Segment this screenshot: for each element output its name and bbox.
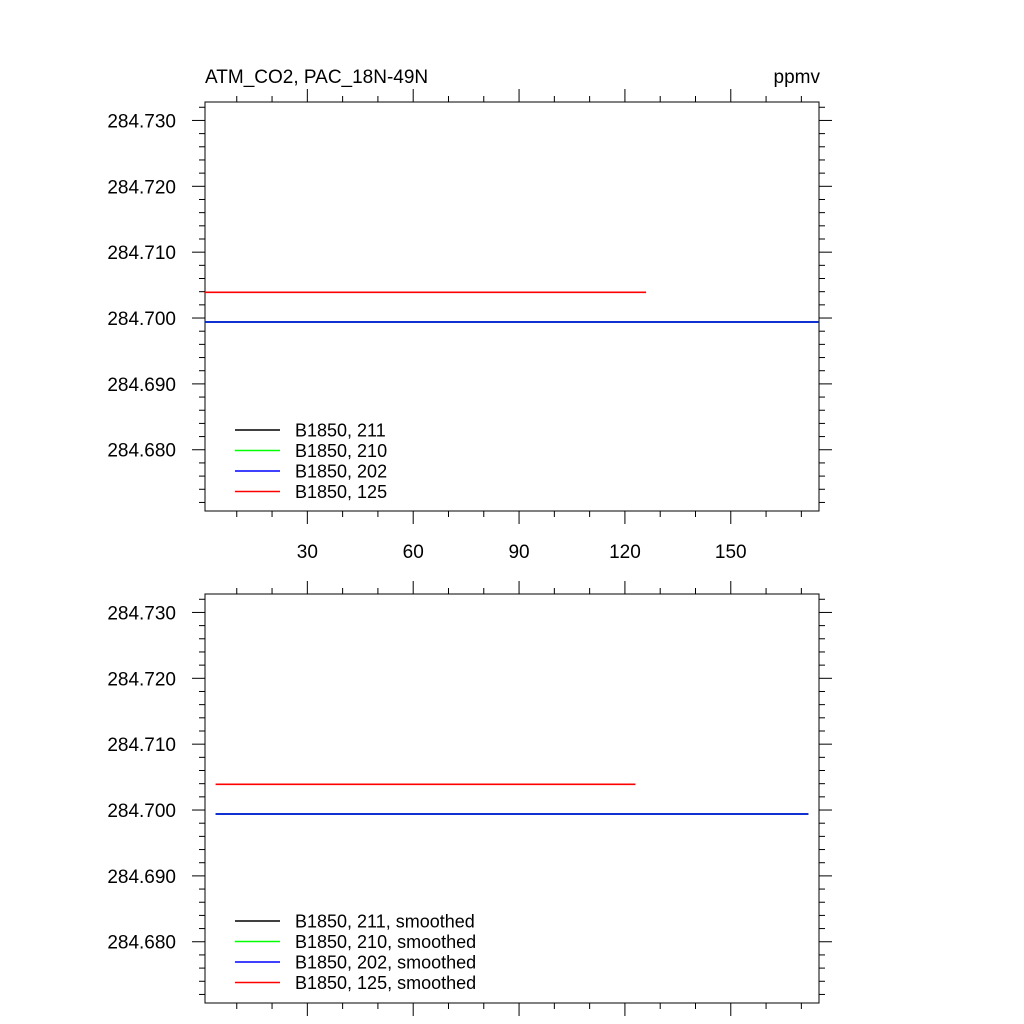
y-tick-label: 284.690 [107,375,176,396]
y-tick-label: 284.720 [107,669,176,690]
y-tick-label: 284.710 [107,243,176,264]
y-tick-label: 284.680 [107,441,176,462]
y-tick-label: 284.720 [107,177,176,198]
legend-entry: B1850, 210 [295,441,387,461]
y-tick-label: 284.690 [107,867,176,888]
legend-entry: B1850, 202 [295,462,387,482]
chart-panel-2: 284.680 284.690 284.700 284.710 284.720 284.7… [107,581,832,1016]
x-tick-label: 120 [609,542,641,563]
legend-entry: B1850, 125, smoothed [295,973,476,993]
y-tick-label: 284.700 [107,801,176,822]
plot-frame [204,101,820,512]
legend-entry: B1850, 211, smoothed [295,912,475,932]
x-tick-label: 60 [403,542,424,563]
legend-entry: B1850, 125 [295,482,387,502]
y-tick-label: 284.710 [107,735,176,756]
plot-frame [204,593,820,1004]
chart-panel-1: 30 60 90 120 150 284.680 284.690 284.700 284.710… [107,89,832,563]
chart-title: ATM_CO2, PAC_18N-49N [205,67,428,88]
x-tick-label: 150 [715,542,747,563]
y-tick-label: 284.730 [107,603,176,624]
legend-entry: B1850, 202, smoothed [295,953,476,973]
legend-entry: B1850, 211 [295,421,386,441]
x-tick-label: 90 [508,542,529,563]
y-tick-label: 284.700 [107,309,176,330]
units-label: ppmv [774,67,821,88]
y-tick-label: 284.680 [107,933,176,954]
x-tick-label: 30 [297,542,318,563]
legend-entry: B1850, 210, smoothed [295,932,476,952]
y-tick-label: 284.730 [107,111,176,132]
